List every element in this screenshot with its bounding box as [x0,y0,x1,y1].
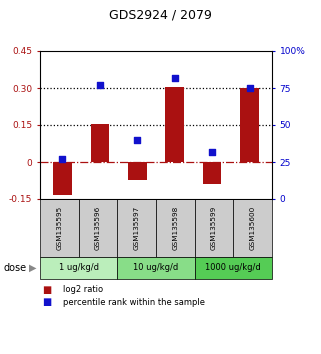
Bar [165,87,184,162]
Text: ■: ■ [42,297,51,307]
Point [97,82,102,88]
Text: GSM135597: GSM135597 [134,206,140,250]
Text: GSM135598: GSM135598 [172,206,178,250]
Text: GSM135600: GSM135600 [250,206,256,250]
Text: log2 ratio: log2 ratio [63,285,103,294]
Text: 1000 ug/kg/d: 1000 ug/kg/d [205,263,261,273]
Text: 1 ug/kg/d: 1 ug/kg/d [59,263,99,273]
Point [172,75,177,80]
Bar [240,88,259,162]
Point [247,85,252,91]
Bar [128,162,147,180]
Bar [53,162,72,195]
Text: GSM135596: GSM135596 [95,206,101,250]
Bar [203,162,221,184]
Text: 10 ug/kg/d: 10 ug/kg/d [133,263,178,273]
Text: dose: dose [3,263,26,273]
Text: GSM135599: GSM135599 [211,206,217,250]
Text: GSM135595: GSM135595 [56,206,62,250]
Text: ▶: ▶ [29,263,36,273]
Bar [91,124,109,162]
Point [60,156,65,162]
Text: percentile rank within the sample: percentile rank within the sample [63,297,204,307]
Point [210,149,215,154]
Text: GDS2924 / 2079: GDS2924 / 2079 [109,9,212,22]
Point [135,137,140,143]
Text: ■: ■ [42,285,51,295]
